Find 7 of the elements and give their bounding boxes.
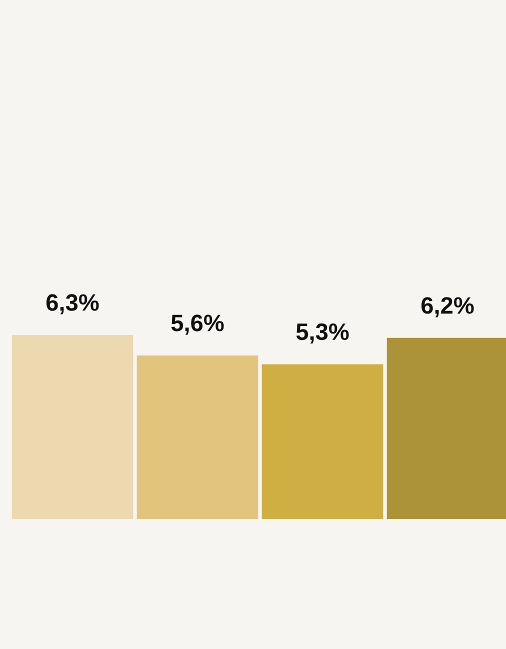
data-label: 5,6% — [171, 314, 224, 335]
data-label: 5,3% — [296, 323, 349, 344]
data-label: 6,2% — [421, 297, 474, 318]
bar — [12, 335, 134, 519]
bar — [262, 364, 384, 519]
data-label: 6,3% — [46, 294, 99, 314]
bar — [136, 355, 258, 519]
